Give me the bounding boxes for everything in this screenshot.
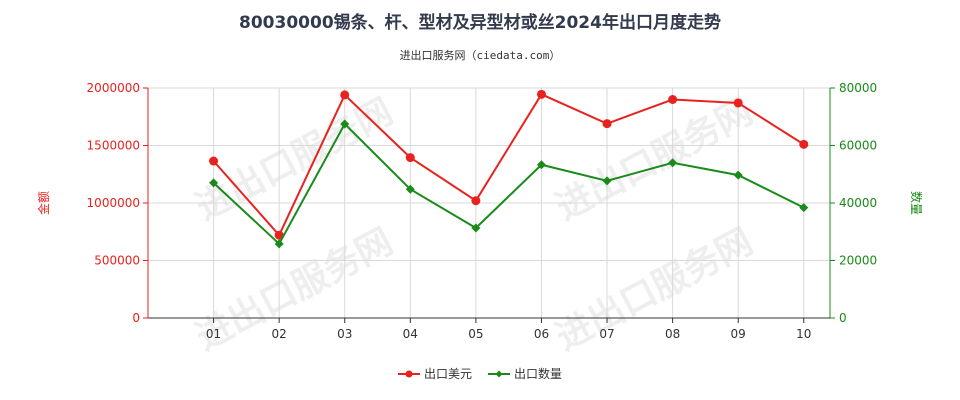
y-left-tick-label: 1000000 [87, 196, 140, 210]
amount-point [799, 139, 809, 149]
chart-subtitle: 进出口服务网（ciedata.com） [399, 49, 561, 62]
watermark-text: 进出口服务网 [190, 91, 400, 229]
amount-point [602, 119, 612, 129]
legend-label: 出口美元 [424, 367, 472, 381]
quantity-point [405, 184, 415, 194]
x-tick-label: 01 [206, 327, 221, 341]
amount-point [209, 156, 219, 166]
y-right-tick-label: 80000 [839, 81, 877, 95]
y-right-tick-label: 40000 [839, 196, 877, 210]
y-left-tick-label: 1500000 [87, 139, 140, 153]
amount-point [274, 230, 284, 240]
y-right-tick-label: 60000 [839, 139, 877, 153]
series-line-amount [212, 93, 805, 238]
x-tick-label: 09 [731, 327, 746, 341]
chart-title: 80030000锡条、杆、型材及异型材或丝2024年出口月度走势 [239, 13, 721, 33]
legend-label: 出口数量 [514, 366, 562, 381]
x-tick-label: 07 [599, 327, 614, 341]
y-left-axis-label: 金额 [36, 191, 51, 215]
amount-point [668, 95, 678, 104]
amount-point [471, 196, 481, 206]
amount-point [340, 90, 350, 100]
quantity-point [209, 178, 219, 188]
y-left-tick-label: 2000000 [87, 81, 140, 95]
y-right-axis-label: 数量 [909, 191, 924, 215]
x-tick-label: 06 [534, 327, 549, 341]
y-left-tick-label: 0 [132, 311, 140, 325]
x-tick-label: 08 [665, 327, 680, 341]
quantity-point [340, 119, 350, 129]
amount-point [405, 153, 415, 163]
legend-swatch-marker [495, 370, 503, 378]
amount-point [536, 89, 546, 99]
x-tick-label: 03 [337, 327, 352, 341]
y-right-tick-label: 0 [839, 311, 847, 325]
x-tick-label: 02 [272, 327, 287, 341]
quantity-point [799, 203, 809, 213]
quantity-point [668, 158, 678, 168]
quantity-point [602, 176, 612, 186]
x-tick-label: 04 [403, 327, 418, 341]
series-line-quantity [212, 122, 805, 246]
quantity-point [536, 160, 546, 170]
quantity-point [274, 239, 284, 249]
x-tick-label: 05 [468, 327, 483, 341]
amount-point [733, 98, 743, 108]
y-right-tick-label: 20000 [839, 254, 877, 268]
y-left-tick-label: 500000 [94, 254, 140, 268]
quantity-point [733, 170, 743, 180]
legend-swatch-marker [405, 370, 413, 378]
watermark-text: 进出口服务网 [550, 221, 760, 359]
x-tick-label: 10 [796, 327, 811, 341]
quantity-point [471, 223, 481, 233]
